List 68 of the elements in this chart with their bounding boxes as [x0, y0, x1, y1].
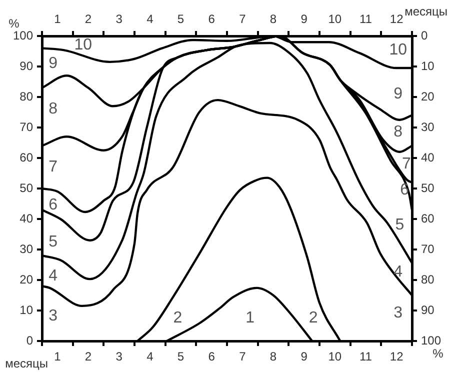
x-tick-label: 3 — [116, 350, 123, 364]
y-tick-label: 10 — [20, 302, 34, 317]
y2-tick-label: 90 — [421, 302, 435, 317]
y-tick-label: 20 — [20, 272, 34, 286]
annotation: 7 — [48, 158, 58, 176]
y2-tick-label: 20 — [421, 89, 435, 104]
y2-tick-label: 0 — [421, 28, 428, 42]
y-tick-label: 50 — [20, 180, 34, 195]
annotation: 5 — [48, 233, 58, 250]
y-tick-label: 90 — [20, 58, 34, 73]
x-axis-title: месяцы — [5, 356, 48, 370]
annotation: 3 — [48, 307, 58, 324]
y-tick-label: 70 — [20, 120, 34, 134]
annotation: 1 — [246, 310, 255, 327]
x2-tick-label: 1 — [54, 12, 62, 26]
x2-tick-label: 10 — [328, 12, 342, 26]
x2-tick-label: 12 — [390, 12, 404, 26]
x-tick-label: 8 — [270, 350, 277, 364]
y2-tick-label: 30 — [421, 120, 435, 134]
y-axis-title: % — [8, 16, 20, 30]
annotation: 3 — [394, 304, 403, 322]
x-tick-label: 7 — [239, 350, 246, 364]
x2-tick-label: 9 — [300, 12, 308, 26]
annotation: 8 — [394, 123, 403, 140]
annotation: 5 — [395, 216, 404, 234]
x2-tick-label: 3 — [116, 12, 123, 26]
annotation: 9 — [48, 54, 58, 72]
x2-tick-label: 2 — [84, 12, 92, 26]
x2-axis-title: месяцы — [404, 4, 448, 18]
annotation: 8 — [48, 100, 58, 118]
x-tick-label: 2 — [84, 350, 92, 364]
y-tick-label: 0 — [26, 333, 34, 348]
x-tick-label: 4 — [146, 350, 154, 364]
y2-tick-label: 10 — [421, 58, 435, 73]
y-tick-label: 40 — [20, 211, 34, 226]
x-tick-label: 12 — [390, 350, 404, 364]
y2-axis-title: % — [432, 346, 444, 360]
x2-tick-label: 11 — [360, 12, 372, 26]
y2-tick-label: 80 — [421, 272, 435, 286]
y-tick-label: 100 — [12, 28, 34, 42]
y-tick-label: 60 — [20, 150, 34, 164]
annotation: 4 — [394, 263, 403, 280]
annotation: 10 — [389, 41, 408, 58]
y2-tick-label: 60 — [421, 211, 435, 226]
y-tick-label: 30 — [20, 242, 34, 256]
annotation: 7 — [402, 156, 411, 173]
x-tick-label: 1 — [54, 350, 62, 364]
annotation: 2 — [308, 310, 318, 327]
annotation: 6 — [48, 196, 58, 214]
y2-tick-label: 100 — [421, 333, 442, 348]
x2-tick-label: 4 — [146, 12, 154, 26]
x2-tick-label: 5 — [177, 12, 184, 26]
x2-tick-label: 8 — [270, 12, 277, 26]
x-tick-label: 10 — [328, 350, 342, 364]
annotation: 2 — [173, 310, 182, 327]
x-tick-label: 9 — [300, 350, 308, 364]
y2-tick-label: 50 — [421, 180, 435, 195]
x2-tick-label: 6 — [208, 12, 216, 26]
y2-tick-label: 40 — [421, 150, 435, 164]
y-tick-label: 80 — [20, 89, 34, 104]
x-tick-label: 11 — [360, 350, 372, 364]
x-tick-label: 5 — [177, 350, 184, 364]
annotation: 10 — [74, 36, 92, 54]
x2-tick-label: 7 — [239, 12, 246, 26]
annotation: 9 — [394, 85, 403, 102]
y2-tick-label: 70 — [421, 242, 435, 256]
annotation: 4 — [48, 267, 58, 284]
x-tick-label: 6 — [208, 350, 216, 364]
